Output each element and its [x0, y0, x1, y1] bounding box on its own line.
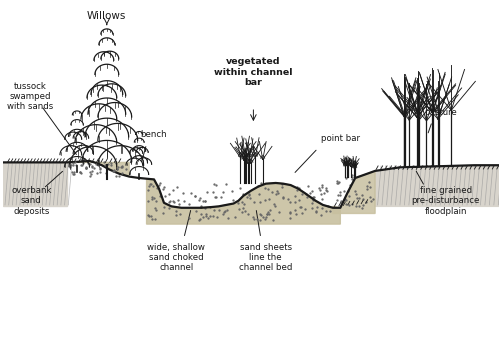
Polygon shape	[2, 162, 67, 206]
Text: pasture: pasture	[424, 108, 457, 117]
Text: bench: bench	[140, 130, 168, 138]
Polygon shape	[333, 171, 375, 214]
Text: Willows: Willows	[87, 11, 126, 21]
Polygon shape	[67, 161, 129, 177]
Text: sand sheets
line the
channel bed: sand sheets line the channel bed	[239, 242, 292, 272]
Polygon shape	[146, 179, 340, 224]
Text: point bar: point bar	[322, 135, 360, 143]
Text: tussock
swamped
with sands: tussock swamped with sands	[6, 82, 53, 111]
Text: fine grained
pre-disturbance
floodplain: fine grained pre-disturbance floodplain	[412, 186, 480, 216]
Text: vegetated
within channel
bar: vegetated within channel bar	[214, 57, 292, 87]
Text: wide, shallow
sand choked
channel: wide, shallow sand choked channel	[148, 242, 206, 272]
Polygon shape	[375, 165, 500, 206]
Text: overbank
sand
deposits: overbank sand deposits	[11, 186, 51, 216]
